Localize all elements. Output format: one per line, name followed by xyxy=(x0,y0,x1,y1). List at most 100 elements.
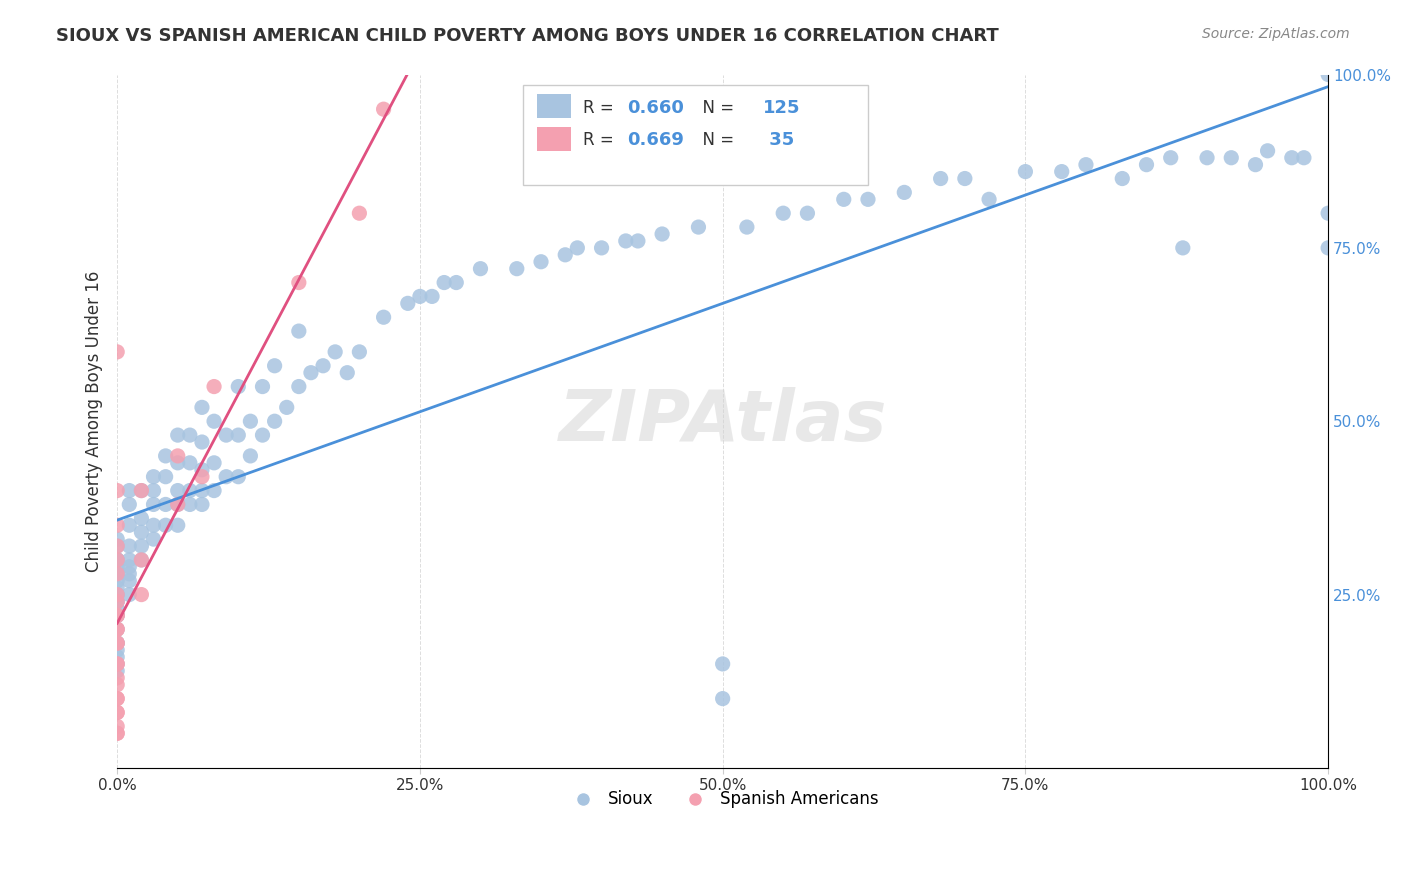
Point xyxy=(131,553,153,567)
Point xyxy=(179,498,201,512)
FancyBboxPatch shape xyxy=(537,94,571,119)
Point xyxy=(105,657,128,671)
Point xyxy=(118,483,141,498)
Point xyxy=(105,532,128,546)
Point xyxy=(131,539,153,553)
Point xyxy=(711,691,734,706)
Point xyxy=(446,276,468,290)
Point xyxy=(420,289,443,303)
Point xyxy=(166,456,188,470)
Point xyxy=(105,566,128,581)
Point xyxy=(409,289,432,303)
Point xyxy=(105,608,128,623)
Point xyxy=(433,276,456,290)
Point xyxy=(155,469,177,483)
Point xyxy=(191,435,214,450)
Text: N =: N = xyxy=(692,131,740,149)
Point xyxy=(142,532,165,546)
Point xyxy=(131,588,153,602)
Point xyxy=(179,428,201,442)
Point xyxy=(977,192,1000,206)
Point xyxy=(105,636,128,650)
Point xyxy=(105,601,128,615)
Point xyxy=(105,588,128,602)
Point xyxy=(118,553,141,567)
Point xyxy=(396,296,419,310)
Point xyxy=(105,553,128,567)
Point xyxy=(215,469,238,483)
Point xyxy=(796,206,818,220)
Point xyxy=(105,594,128,608)
Point xyxy=(105,483,128,498)
Point xyxy=(953,171,976,186)
Point xyxy=(105,671,128,685)
Text: R =: R = xyxy=(583,131,620,149)
Point xyxy=(105,588,128,602)
Point xyxy=(105,622,128,636)
Point xyxy=(239,449,262,463)
Point xyxy=(288,379,311,393)
Point xyxy=(105,594,128,608)
Point xyxy=(202,456,225,470)
Point xyxy=(893,186,915,200)
Point xyxy=(711,657,734,671)
Point xyxy=(166,518,188,533)
Point xyxy=(105,553,128,567)
Point xyxy=(299,366,322,380)
Point xyxy=(105,622,128,636)
Point xyxy=(191,401,214,415)
Point xyxy=(166,428,188,442)
Point xyxy=(1111,171,1133,186)
Point xyxy=(166,449,188,463)
Point xyxy=(131,553,153,567)
Point xyxy=(276,401,298,415)
Point xyxy=(288,324,311,338)
Point xyxy=(118,518,141,533)
Point xyxy=(179,483,201,498)
Point xyxy=(336,366,359,380)
Point xyxy=(735,220,758,235)
Point xyxy=(1050,164,1073,178)
Point xyxy=(142,483,165,498)
Point xyxy=(1171,241,1194,255)
Point xyxy=(118,498,141,512)
Point xyxy=(226,379,249,393)
Point xyxy=(105,574,128,588)
Point xyxy=(142,498,165,512)
Point xyxy=(142,518,165,533)
Point xyxy=(1014,164,1036,178)
Point xyxy=(131,511,153,525)
Point xyxy=(688,220,710,235)
Point xyxy=(832,192,855,206)
Point xyxy=(105,539,128,553)
Point xyxy=(105,657,128,671)
Text: R =: R = xyxy=(583,99,620,117)
Y-axis label: Child Poverty Among Boys Under 16: Child Poverty Among Boys Under 16 xyxy=(86,270,103,572)
Point xyxy=(263,414,285,428)
Point xyxy=(191,463,214,477)
Point xyxy=(131,525,153,540)
Point xyxy=(105,643,128,657)
Text: 125: 125 xyxy=(762,99,800,117)
Point xyxy=(105,636,128,650)
Point xyxy=(202,379,225,393)
Point xyxy=(554,248,576,262)
Point xyxy=(118,539,141,553)
Text: 0.660: 0.660 xyxy=(627,99,683,117)
Point xyxy=(323,344,346,359)
Point xyxy=(929,171,952,186)
Point xyxy=(470,261,492,276)
Point xyxy=(1195,151,1218,165)
Point xyxy=(105,608,128,623)
Point xyxy=(252,379,274,393)
Point xyxy=(1257,144,1279,158)
Text: 0.669: 0.669 xyxy=(627,131,683,149)
Point xyxy=(1292,151,1315,165)
Point xyxy=(530,254,553,268)
Point xyxy=(105,608,128,623)
Point xyxy=(252,428,274,442)
Text: N =: N = xyxy=(692,99,740,117)
Point xyxy=(1317,206,1340,220)
Point xyxy=(131,483,153,498)
Legend: Sioux, Spanish Americans: Sioux, Spanish Americans xyxy=(560,784,886,815)
